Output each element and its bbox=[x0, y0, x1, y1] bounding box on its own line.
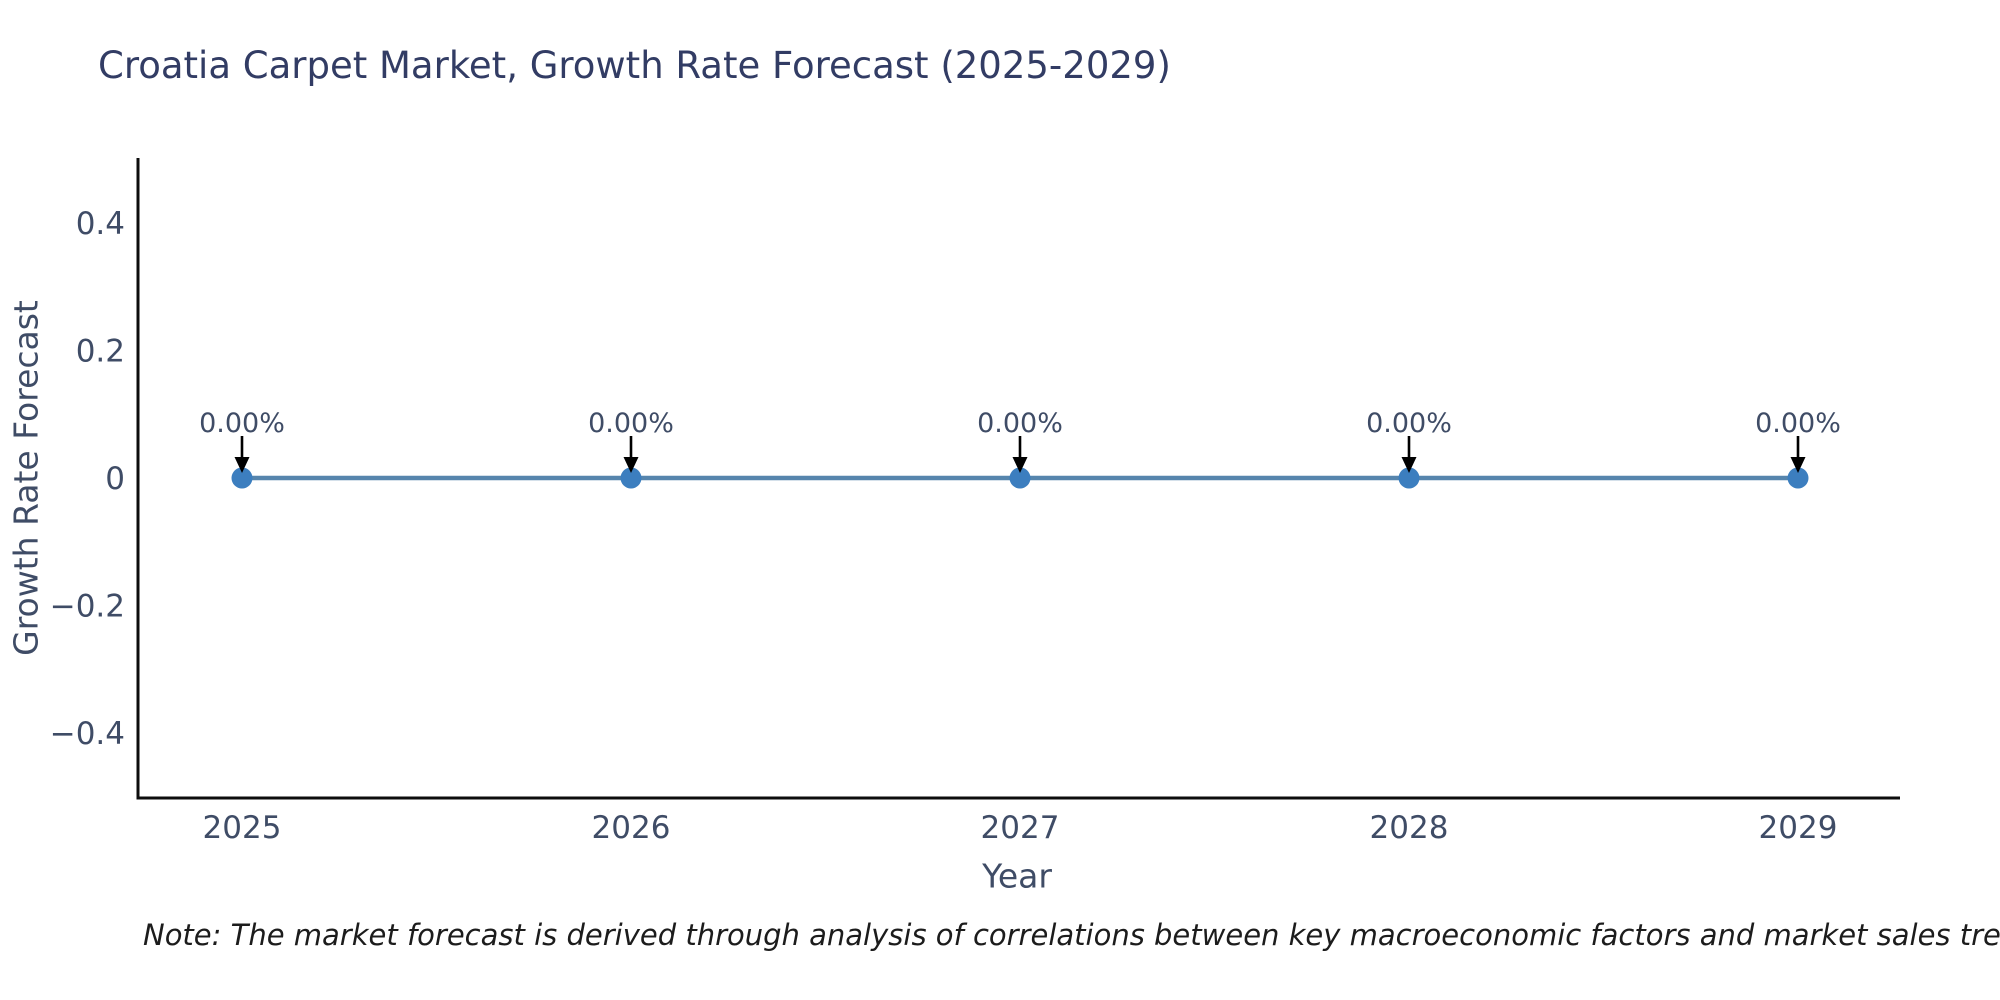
point-annotation: 0.00% bbox=[199, 408, 285, 439]
data-point bbox=[1787, 467, 1809, 489]
x-tick-label: 2025 bbox=[203, 810, 282, 846]
y-tick-label: −0.4 bbox=[50, 716, 125, 752]
x-tick-label: 2029 bbox=[1759, 810, 1838, 846]
y-tick-label: 0.4 bbox=[76, 206, 125, 242]
x-tick-label: 2026 bbox=[592, 810, 671, 846]
data-point bbox=[1009, 467, 1031, 489]
annotation-arrowhead-icon bbox=[234, 457, 250, 473]
data-point bbox=[620, 467, 642, 489]
annotation-arrowhead-icon bbox=[623, 457, 639, 473]
point-annotation: 0.00% bbox=[1366, 408, 1452, 439]
data-point bbox=[231, 467, 253, 489]
x-tick-label: 2027 bbox=[981, 810, 1060, 846]
point-annotation: 0.00% bbox=[977, 408, 1063, 439]
footnote: Note: The market forecast is derived thr… bbox=[143, 918, 2000, 952]
annotation-arrowhead-icon bbox=[1790, 457, 1806, 473]
point-annotation: 0.00% bbox=[588, 408, 674, 439]
annotation-arrowhead-icon bbox=[1012, 457, 1028, 473]
point-annotation: 0.00% bbox=[1755, 408, 1841, 439]
x-tick-label: 2028 bbox=[1370, 810, 1449, 846]
annotation-arrowhead-icon bbox=[1401, 457, 1417, 473]
x-axis-label: Year bbox=[982, 856, 1052, 896]
y-tick-label: −0.2 bbox=[50, 588, 125, 624]
data-point bbox=[1398, 467, 1420, 489]
y-tick-label: 0.2 bbox=[76, 334, 125, 370]
y-tick-label: 0 bbox=[105, 461, 125, 497]
chart-title: Croatia Carpet Market, Growth Rate Forec… bbox=[98, 44, 1171, 87]
